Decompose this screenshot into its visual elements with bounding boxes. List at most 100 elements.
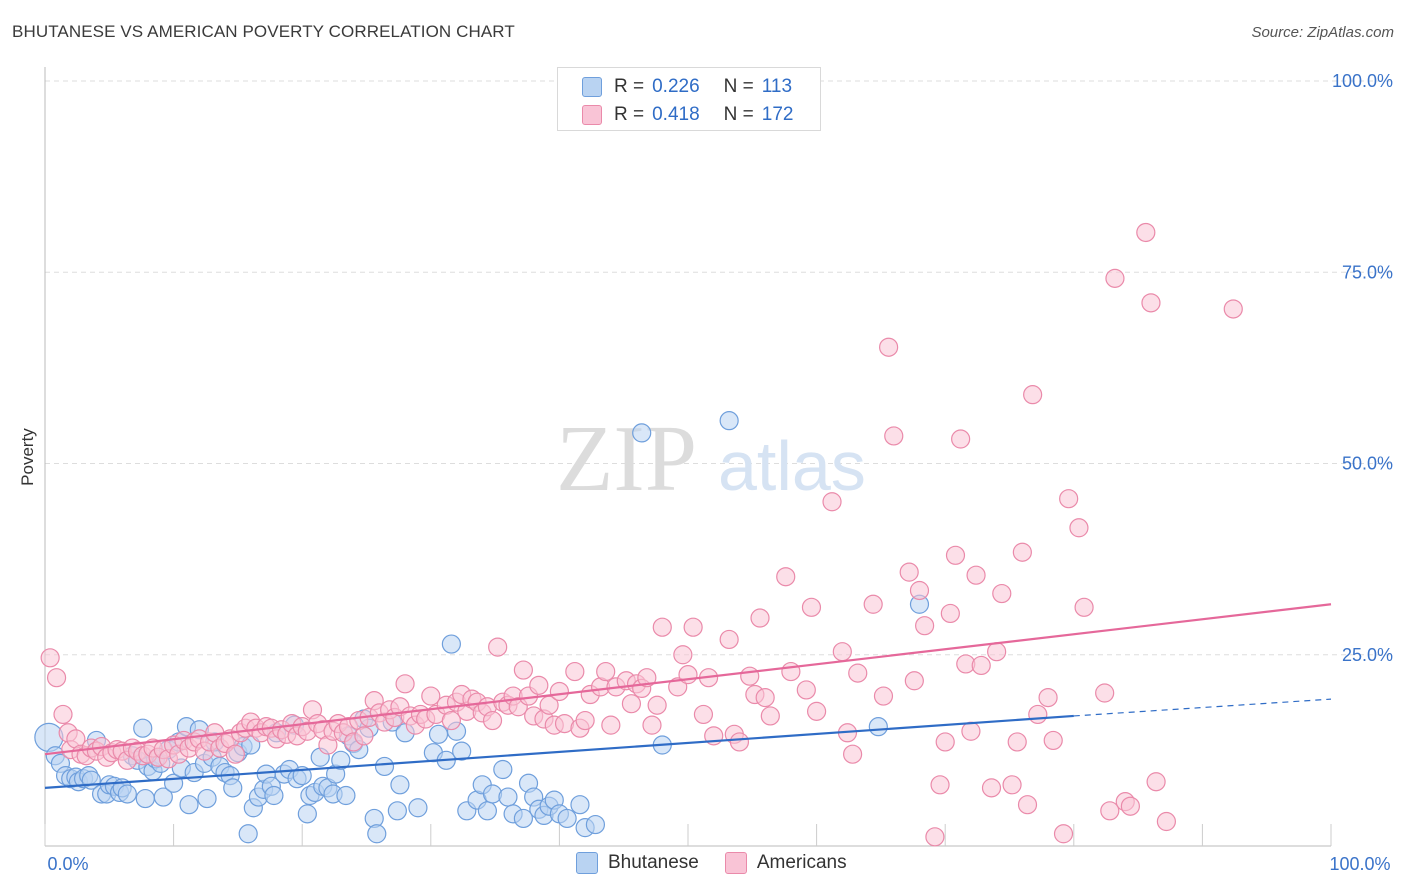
americans-point [596,661,616,682]
bhutanese-point [297,804,317,824]
americans-point [801,597,822,617]
y-tick-label: 25.0% [1342,645,1393,665]
americans-point [1069,518,1089,538]
americans-point [740,666,760,686]
americans-point [1002,775,1022,795]
bhutanese-point [223,778,243,798]
bhutanese-point [513,808,533,829]
americans-point [992,583,1012,604]
legend-r-label: R = [614,76,645,97]
legend-n-label: N = [723,76,754,97]
americans-point [53,704,73,725]
legend-swatch-blue [576,852,598,874]
americans-point [719,629,739,650]
americans-point [488,637,508,657]
americans-point [935,732,955,752]
stats-legend: R = 0.226 N = 113 R = 0.418 N = 172 [557,67,821,131]
americans-point [981,778,1002,798]
americans-point [1100,801,1120,821]
legend-n-label: N = [723,104,754,125]
americans-point [668,677,688,697]
bhutanese-trend-extension [1073,698,1332,717]
legend-row-bhutanese: R = 0.226 N = 113 [582,74,792,100]
americans-point [904,671,924,691]
trend-lines [44,603,1332,789]
bhutanese-point [632,423,652,443]
americans-point [637,668,657,688]
bhutanese-point [482,784,503,804]
americans-point [848,663,868,683]
americans-point [1105,268,1125,288]
bhutanese-point [197,788,217,809]
americans-point [755,687,775,708]
americans-point [683,617,703,637]
americans-point [421,686,441,706]
gridlines [45,80,1394,656]
bhutanese-point [493,759,513,780]
y-tick-label: 100.0% [1332,71,1393,91]
legend-item-bhutanese[interactable]: Bhutanese [576,852,699,874]
americans-point [673,645,693,665]
series-legend: Bhutanese Americans [576,852,873,874]
americans-point [46,668,67,688]
legend-swatch-pink [724,852,747,874]
bhutanese-point [441,634,461,654]
bhutanese-point [133,718,153,738]
source-label: Source: ZipAtlas.com [1251,24,1394,41]
americans-point [832,642,852,662]
americans-point [1120,796,1140,816]
legend-item-americans[interactable]: Americans [724,852,847,874]
x-tick-label: 100.0% [1329,854,1390,874]
americans-point [879,337,899,357]
americans-point [621,694,642,714]
americans-point [1017,795,1038,815]
legend-label-americans: Americans [756,852,847,873]
bhutanese-point [367,824,387,844]
bhutanese-point [117,784,137,804]
chart-title: BHUTANESE VS AMERICAN POVERTY CORRELATIO… [12,22,515,41]
x-tick-label: 0.0% [47,854,88,874]
bhutanese-point [153,787,173,807]
bhutanese-point [868,717,888,737]
americans-point [806,701,827,721]
americans-point [441,710,461,731]
data-points [34,222,1243,847]
legend-swatch-blue [582,77,602,97]
americans-point [513,660,533,680]
americans-point [884,426,904,446]
legend-r-value: 0.226 [652,76,700,97]
americans-point [899,562,919,582]
americans-point [647,695,667,715]
bhutanese-point [477,801,497,821]
americans-point [1059,489,1079,509]
bhutanese-point [264,785,284,806]
americans-point [925,827,945,847]
americans-point [1043,730,1063,751]
bhutanese-point [498,787,518,807]
americans-point [652,617,672,637]
americans-point [1156,811,1176,832]
legend-swatch-pink [582,105,602,125]
bhutanese-trend-line [44,714,1074,789]
bhutanese-point [570,795,590,815]
americans-point [693,704,714,725]
americans-point [529,675,549,695]
americans-point [776,567,796,587]
americans-point [971,655,991,676]
bhutanese-point [452,741,472,761]
americans-point [575,710,595,731]
americans-point [940,603,960,624]
legend-r-label: R = [614,104,645,125]
americans-point [760,706,780,726]
americans-point [642,715,662,735]
bhutanese-point [238,824,258,844]
americans-point [1053,824,1074,844]
americans-point [796,680,816,700]
watermark-atlas: atlas [718,427,866,505]
legend-row-americans: R = 0.418 N = 172 [582,102,793,128]
axes [44,67,1332,847]
bhutanese-point [179,795,199,815]
legend-r-value: 0.418 [652,104,700,125]
americans-point [873,686,894,706]
